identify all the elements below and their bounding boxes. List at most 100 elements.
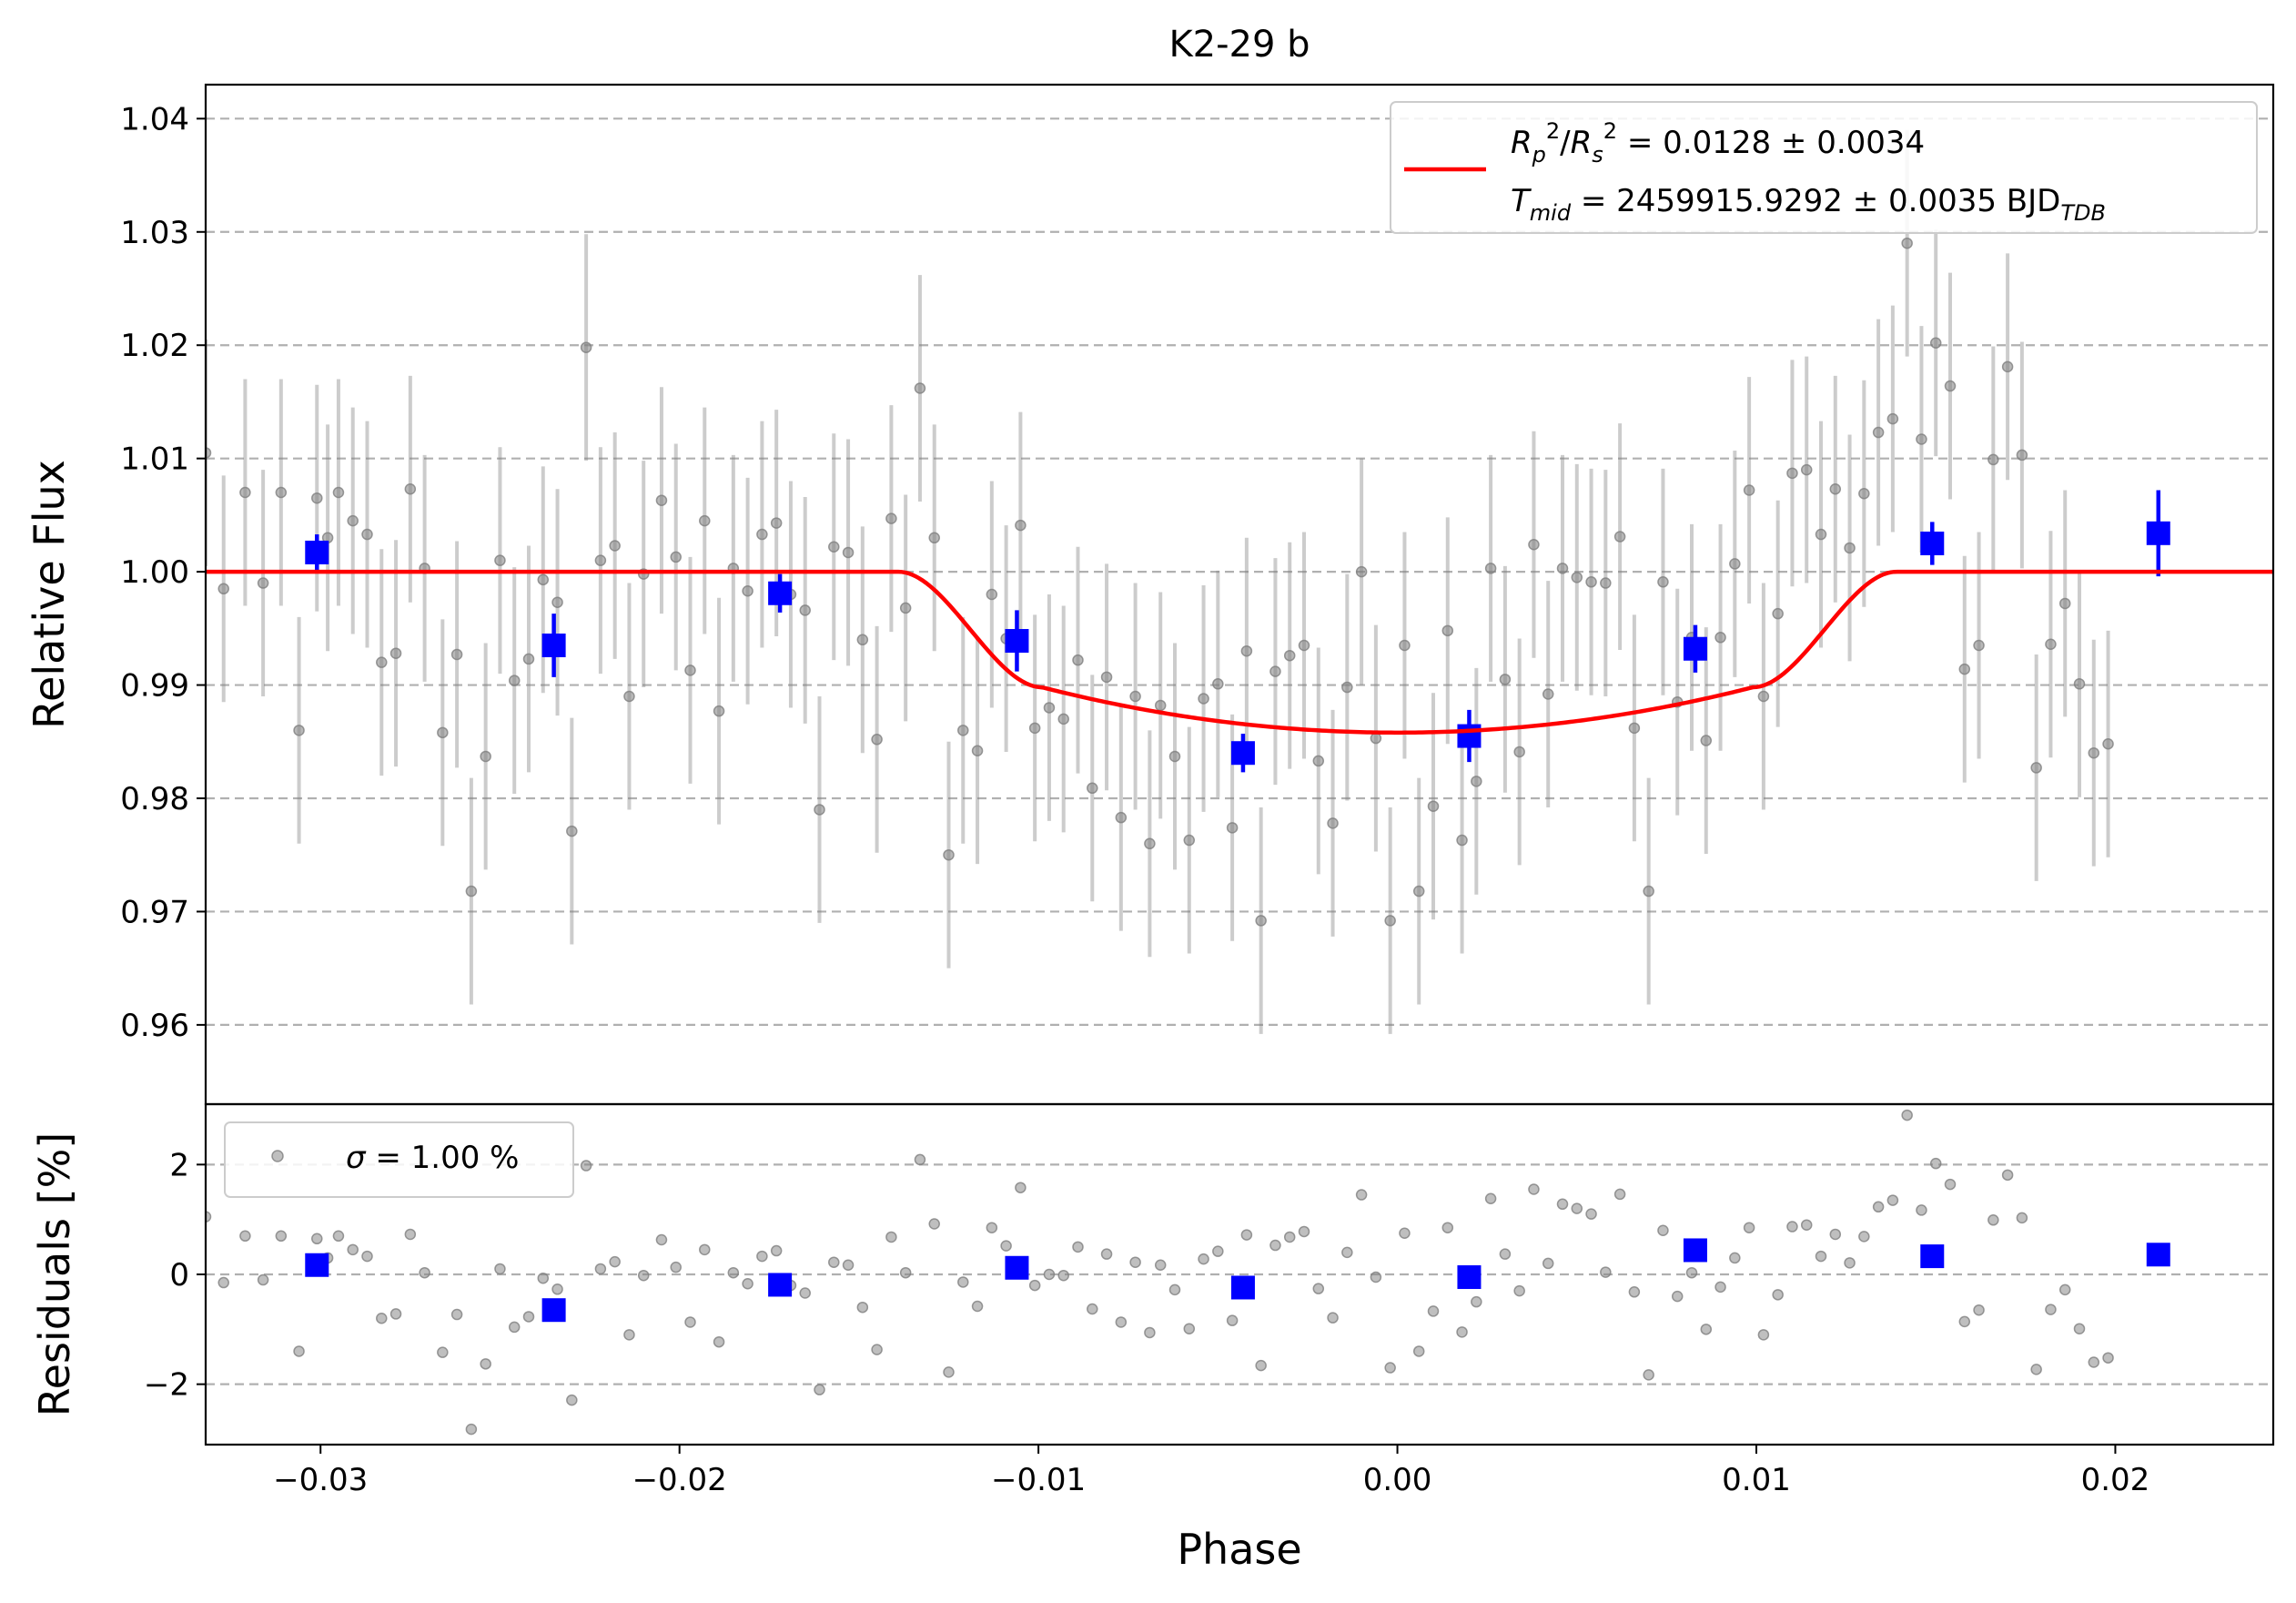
flux-data-point: [1298, 639, 1310, 652]
flux-data-point: [1872, 426, 1885, 439]
flux-binned-point: [1920, 532, 1945, 555]
residual-binned-point: [768, 1273, 793, 1297]
residual-data-point: [566, 1394, 578, 1406]
residual-binned-point: [541, 1298, 566, 1323]
residual-data-point: [206, 1211, 212, 1223]
flux-data-point: [1441, 624, 1454, 637]
residual-data-point: [1685, 1266, 1698, 1279]
residual-data-point: [928, 1218, 940, 1230]
flux-data-point: [1600, 577, 1612, 589]
residual-data-point: [799, 1287, 811, 1299]
residual-data-point: [1072, 1241, 1084, 1253]
x-ticks: −0.03 −0.02 −0.01 0.00 0.01 0.02: [273, 1445, 2149, 1498]
flux-y-ticks: 0.96 0.97 0.98 0.99 1.00 1.01 1.02 1.03 1.04: [120, 101, 206, 1044]
flux-data-point: [580, 341, 592, 353]
flux-data-point: [480, 750, 491, 763]
residual-data-point: [1441, 1222, 1454, 1233]
flux-data-point: [1844, 542, 1856, 554]
flux-data-point: [814, 804, 825, 816]
flux-legend-box: [1390, 101, 2258, 234]
residual-data-point: [1815, 1250, 1827, 1263]
flux-data-point: [1499, 674, 1512, 685]
flux-data-point: [1072, 654, 1084, 666]
residual-data-point: [551, 1283, 563, 1295]
flux-data-point: [609, 540, 621, 552]
flux-data-point: [1657, 576, 1669, 588]
residual-data-point: [1312, 1283, 1325, 1294]
residual-data-point: [1198, 1253, 1209, 1265]
residual-data-point: [1212, 1245, 1224, 1257]
flux-binned-point: [1230, 741, 1255, 766]
residual-data-point: [1471, 1295, 1482, 1308]
residual-data-point: [914, 1153, 926, 1166]
flux-data-point: [217, 583, 229, 595]
legend-sigma-value: = 1.00 %: [366, 1140, 520, 1176]
residual-binned-point: [1920, 1244, 1945, 1269]
residual-data-point: [1844, 1257, 1856, 1269]
flux-data-point: [1198, 693, 1209, 705]
residuals-grid: [206, 1163, 2273, 1385]
residual-data-point: [361, 1250, 373, 1263]
legend-depth-label: Rp2/Rs2 = 0.0128 ± 0.0034: [1511, 118, 1925, 167]
flux-data-point: [1815, 528, 1827, 541]
flux-data-point: [1283, 649, 1296, 662]
residual-data-point: [1484, 1192, 1497, 1205]
residual-data-point: [580, 1160, 592, 1172]
residual-data-point: [1643, 1369, 1654, 1381]
residual-data-point: [713, 1335, 725, 1348]
flux-data-point: [2030, 762, 2042, 774]
flux-data-point: [899, 602, 912, 614]
flux-data-point: [928, 532, 940, 544]
residual-binned-point: [2146, 1243, 2170, 1267]
flux-data-point: [623, 690, 635, 703]
residual-data-point: [699, 1243, 711, 1256]
flux-data-point: [684, 665, 696, 676]
residual-data-point: [293, 1345, 305, 1357]
flux-legend: Rp2/Rs2 = 0.0128 ± 0.0034 Tmid = 2459915…: [1390, 101, 2258, 234]
flux-data-point: [1613, 531, 1626, 543]
flux-y-tick-label: 1.01: [120, 441, 189, 478]
x-tick-label: 0.02: [2081, 1462, 2150, 1498]
flux-data-point: [1144, 837, 1156, 850]
residual-binned-point: [1683, 1238, 1707, 1263]
residual-data-point: [2088, 1356, 2100, 1368]
residual-data-point: [1786, 1221, 1798, 1233]
residuals-y-tick-label: −2: [144, 1367, 189, 1404]
residual-data-point: [1886, 1194, 1899, 1206]
flux-data-point: [206, 447, 212, 459]
flux-data-point: [957, 725, 969, 736]
flux-data-point: [1542, 688, 1554, 700]
flux-data-point: [842, 546, 855, 559]
flux-data-point: [1240, 644, 1253, 657]
legend-tmid-unit-sub: TDB: [2060, 200, 2106, 226]
flux-y-tick-label: 1.02: [120, 328, 189, 364]
residual-binned-point: [1230, 1275, 1255, 1300]
transit-model-group: [206, 569, 2273, 736]
flux-data-point: [655, 494, 668, 506]
flux-data-point: [1901, 237, 1913, 249]
residual-data-point: [1043, 1268, 1056, 1281]
flux-binned-point: [1457, 724, 1482, 748]
residual-data-point: [871, 1344, 883, 1355]
residual-data-point: [986, 1222, 998, 1233]
flux-data-point: [2102, 738, 2114, 750]
residual-data-point: [1283, 1231, 1296, 1243]
residual-data-point: [1988, 1214, 1999, 1226]
flux-data-point: [494, 554, 506, 566]
flux-data-point: [986, 588, 998, 601]
residual-data-point: [494, 1263, 506, 1275]
flux-data-point: [1100, 671, 1113, 684]
residual-data-point: [437, 1346, 449, 1358]
residual-data-point: [943, 1366, 955, 1378]
legend-sigma-label: σ = 1.00 %: [346, 1140, 519, 1176]
flux-data-point: [1858, 487, 1870, 500]
residual-data-point: [1144, 1326, 1156, 1339]
flux-data-point: [1456, 834, 1468, 847]
flux-binned-points: [305, 490, 2170, 773]
residual-data-point: [1115, 1316, 1128, 1328]
residual-data-point: [450, 1308, 463, 1321]
flux-data-point: [1757, 690, 1770, 703]
x-axis-title: Phase: [1177, 1525, 1301, 1574]
residual-binned-point: [305, 1253, 329, 1277]
flux-data-point: [1129, 690, 1141, 703]
